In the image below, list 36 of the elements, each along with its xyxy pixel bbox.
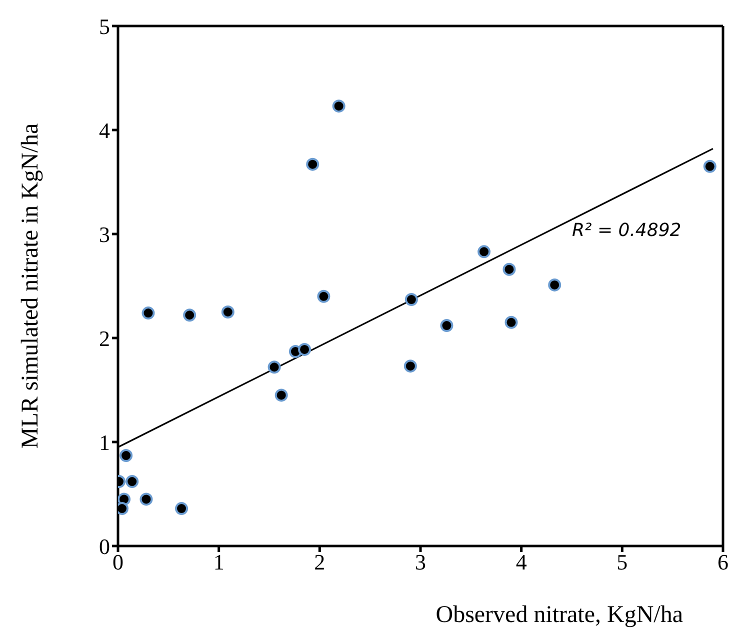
point	[317, 290, 330, 303]
y-tick-label: 2	[99, 326, 110, 351]
point	[306, 158, 320, 171]
point	[221, 306, 234, 318]
point	[140, 492, 153, 506]
point	[504, 316, 518, 329]
point	[548, 278, 562, 292]
point	[268, 360, 281, 374]
x-tick-label: 5	[616, 550, 628, 575]
point	[183, 308, 196, 322]
point	[332, 100, 346, 113]
point	[404, 293, 418, 306]
point	[120, 449, 133, 462]
point	[502, 262, 516, 276]
x-tick-label: 3	[415, 550, 426, 575]
y-tick-label: 3	[99, 222, 110, 247]
point	[478, 245, 491, 258]
point	[142, 306, 155, 320]
annotation: R² = 0.4892	[572, 220, 682, 241]
point	[703, 160, 716, 173]
x-tick-label: 6	[718, 550, 728, 575]
y-tick-label: 1	[99, 430, 110, 455]
point	[404, 360, 417, 373]
point	[298, 342, 312, 356]
point	[126, 475, 139, 488]
y-tick-label: 0	[99, 534, 110, 559]
x-tick-label: 2	[314, 550, 326, 575]
point	[440, 319, 454, 332]
x-tick-label: 4	[516, 550, 527, 575]
x-tick-label: 1	[213, 550, 224, 575]
point	[274, 388, 288, 402]
point	[175, 502, 188, 516]
y-axis-title: MLR simulated nitrate in KgN/ha	[18, 123, 44, 449]
y-tick-label: 4	[99, 118, 110, 143]
y-tick-label: 5	[99, 14, 110, 39]
x-axis-title: Observed nitrate, KgN/ha	[436, 602, 684, 628]
